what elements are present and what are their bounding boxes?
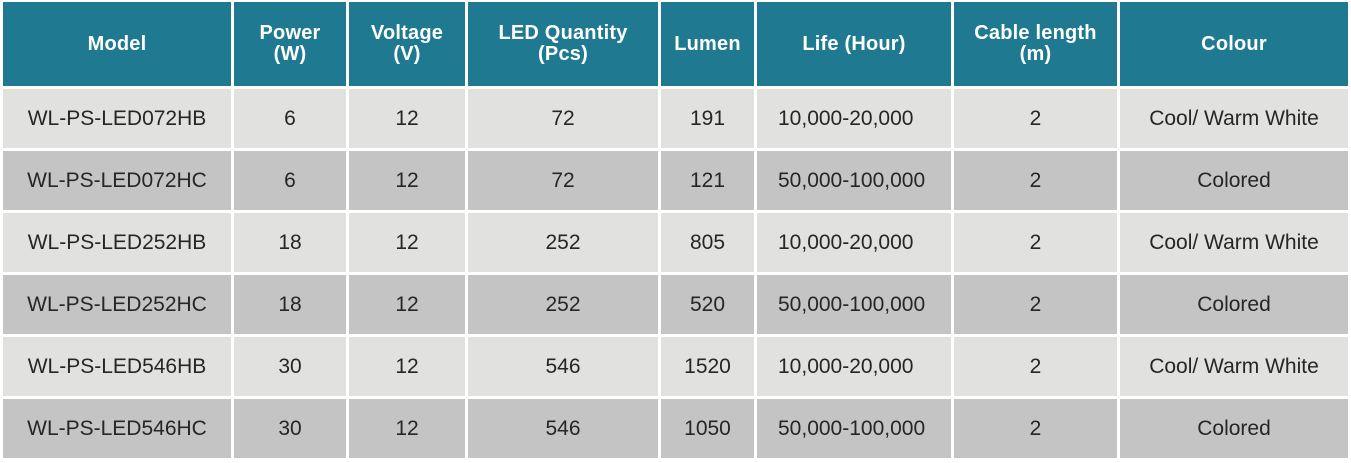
header-row: Model Power (W) Voltage (V) LED Quantity (P… [3,2,1348,86]
cell-power: 18 [234,275,346,334]
cell-power: 18 [234,213,346,272]
cell-cable-length: 2 [954,337,1117,396]
header-label: Life (Hour) [802,32,906,55]
header-unit: (m) [1019,43,1052,65]
header-colour: Colour [1120,2,1348,86]
cell-lumen: 520 [661,275,754,334]
header-label: Voltage [370,22,444,44]
table-row: WL-PS-LED072HB 6 12 72 191 10,000-20,000… [3,89,1348,148]
cell-model: WL-PS-LED252HB [3,213,231,272]
cell-model: WL-PS-LED072HC [3,151,231,210]
cell-life: 50,000-100,000 [757,151,951,210]
header-label: Cable length [974,22,1097,44]
cell-model: WL-PS-LED072HB [3,89,231,148]
cell-voltage: 12 [349,89,465,148]
cell-lumen: 121 [661,151,754,210]
cell-model: WL-PS-LED252HC [3,275,231,334]
cell-life: 10,000-20,000 [757,337,951,396]
cell-cable-length: 2 [954,399,1117,458]
cell-lumen: 1520 [661,337,754,396]
table-row: WL-PS-LED546HB 30 12 546 1520 10,000-20,… [3,337,1348,396]
header-cable-length: Cable length (m) [954,2,1117,86]
cell-colour: Cool/ Warm White [1120,213,1348,272]
header-led-quantity: LED Quantity (Pcs) [468,2,658,86]
cell-life: 10,000-20,000 [757,89,951,148]
cell-voltage: 12 [349,337,465,396]
header-label: Lumen [674,32,741,55]
header-label: LED Quantity [498,22,628,44]
cell-power: 30 [234,399,346,458]
cell-colour: Cool/ Warm White [1120,337,1348,396]
table-row: WL-PS-LED072HC 6 12 72 121 50,000-100,00… [3,151,1348,210]
header-label: Power [259,22,321,44]
header-unit: (V) [393,43,421,65]
cell-led-quantity: 546 [468,399,658,458]
cell-cable-length: 2 [954,151,1117,210]
cell-power: 6 [234,151,346,210]
header-model: Model [3,2,231,86]
cell-led-quantity: 252 [468,275,658,334]
cell-colour: Colored [1120,275,1348,334]
header-unit: (W) [273,43,307,65]
cell-voltage: 12 [349,151,465,210]
cell-voltage: 12 [349,399,465,458]
header-voltage: Voltage (V) [349,2,465,86]
cell-cable-length: 2 [954,275,1117,334]
table-header: Model Power (W) Voltage (V) LED Quantity (P… [3,2,1348,86]
header-unit: (Pcs) [538,43,588,65]
cell-lumen: 805 [661,213,754,272]
cell-life: 50,000-100,000 [757,399,951,458]
cell-lumen: 1050 [661,399,754,458]
header-power: Power (W) [234,2,346,86]
cell-cable-length: 2 [954,89,1117,148]
cell-model: WL-PS-LED546HB [3,337,231,396]
cell-power: 6 [234,89,346,148]
header-label: Model [87,32,147,55]
cell-colour: Cool/ Warm White [1120,89,1348,148]
cell-colour: Colored [1120,399,1348,458]
cell-led-quantity: 72 [468,151,658,210]
cell-led-quantity: 252 [468,213,658,272]
table-body: WL-PS-LED072HB 6 12 72 191 10,000-20,000… [3,89,1348,458]
cell-power: 30 [234,337,346,396]
cell-voltage: 12 [349,213,465,272]
cell-colour: Colored [1120,151,1348,210]
cell-life: 10,000-20,000 [757,213,951,272]
header-lumen: Lumen [661,2,754,86]
cell-cable-length: 2 [954,213,1117,272]
table-row: WL-PS-LED252HC 18 12 252 520 50,000-100,… [3,275,1348,334]
cell-lumen: 191 [661,89,754,148]
cell-led-quantity: 546 [468,337,658,396]
table-row: WL-PS-LED546HC 30 12 546 1050 50,000-100… [3,399,1348,458]
cell-led-quantity: 72 [468,89,658,148]
cell-life: 50,000-100,000 [757,275,951,334]
cell-voltage: 12 [349,275,465,334]
table-row: WL-PS-LED252HB 18 12 252 805 10,000-20,0… [3,213,1348,272]
header-life: Life (Hour) [757,2,951,86]
cell-model: WL-PS-LED546HC [3,399,231,458]
header-label: Colour [1201,32,1267,55]
